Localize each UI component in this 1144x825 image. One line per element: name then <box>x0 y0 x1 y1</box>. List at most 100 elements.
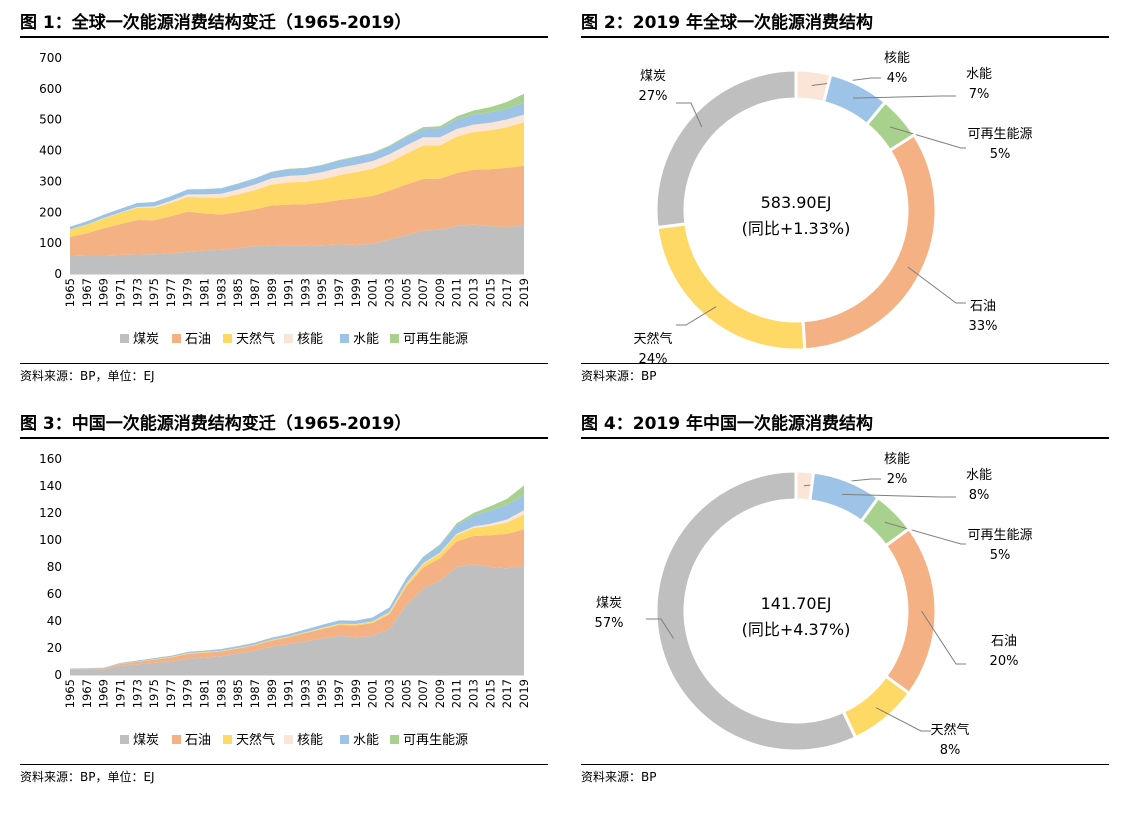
figure-2-panel: 图 2：2019 年全球一次能源消费结构 核能 4% 水能 7% 可再生能源 5% 石油 33… <box>581 10 1109 385</box>
x-tick-label: 1983 <box>214 679 228 708</box>
x-tick-label: 1981 <box>198 278 212 307</box>
x-tick-label: 1999 <box>349 679 363 708</box>
legend-label-gas: 天然气 <box>236 732 275 748</box>
slice-percent-nuclear: 4% <box>887 71 908 86</box>
donut-center-growth: (同比+4.37%) <box>742 620 851 639</box>
figure-1-title: 图 1：全球一次能源消费结构变迁（1965-2019） <box>20 13 412 33</box>
area-series-hydro <box>70 102 524 230</box>
x-tick-label: 1977 <box>164 679 178 708</box>
x-tick-label: 2005 <box>399 278 413 307</box>
x-tick-label: 2013 <box>467 679 481 708</box>
x-tick-label: 2001 <box>366 679 380 708</box>
legend-swatch-oil <box>172 735 181 744</box>
figure-2-title: 图 2：2019 年全球一次能源消费结构 <box>581 13 873 33</box>
donut-slice-gas <box>655 222 807 352</box>
donut-center-total: 141.70EJ <box>761 594 832 613</box>
x-tick-label: 1975 <box>147 679 161 708</box>
x-tick-label: 1985 <box>231 679 245 708</box>
x-tick-label: 1999 <box>349 278 363 307</box>
legend-swatch-gas <box>223 334 232 343</box>
x-tick-label: 2007 <box>416 278 430 307</box>
legend-label-hydro: 水能 <box>353 332 379 347</box>
y-tick-label: 60 <box>47 587 62 601</box>
x-tick-label: 2007 <box>416 679 430 708</box>
slice-percent-hydro: 7% <box>969 87 990 102</box>
x-tick-label: 2011 <box>450 679 464 708</box>
leader-line-hydro <box>852 95 956 99</box>
figure-1-source: 资料来源：BP，单位：EJ <box>20 369 155 383</box>
legend-swatch-coal <box>120 334 129 343</box>
x-tick-label: 1983 <box>214 278 228 307</box>
y-tick-label: 100 <box>39 533 62 547</box>
x-tick-label: 1971 <box>113 679 127 708</box>
slice-label-nuclear: 核能 <box>884 51 910 66</box>
legend-label-coal: 煤炭 <box>133 332 159 347</box>
x-tick-label: 1967 <box>80 679 94 708</box>
donut-center-growth: (同比+1.33%) <box>742 219 851 238</box>
legend-label-oil: 石油 <box>185 332 211 347</box>
x-tick-label: 1987 <box>248 278 262 307</box>
legend-label-hydro: 水能 <box>353 733 379 748</box>
slice-percent-hydro: 8% <box>969 488 990 503</box>
slice-label-gas: 天然气 <box>633 331 672 347</box>
legend-label-nuclear: 核能 <box>297 733 323 748</box>
area-series-gas <box>70 122 524 237</box>
donut-center-total: 583.90EJ <box>761 193 832 212</box>
donut-slice-gas <box>841 674 912 740</box>
x-tick-label: 2017 <box>500 679 514 708</box>
figure-3-title: 图 3：中国一次能源消费结构变迁（1965-2019） <box>20 414 412 434</box>
leader-line-gas <box>676 306 717 326</box>
x-tick-label: 1981 <box>198 679 212 708</box>
x-tick-label: 2009 <box>433 278 447 307</box>
x-tick-label: 2013 <box>467 278 481 307</box>
figure-4-source: 资料来源：BP <box>581 770 657 784</box>
x-tick-label: 2005 <box>399 679 413 708</box>
figure-3-source: 资料来源：BP，单位：EJ <box>20 770 155 784</box>
leader-line-coal <box>646 618 674 639</box>
y-tick-label: 140 <box>39 479 62 493</box>
legend-swatch-renewable <box>390 334 399 343</box>
legend-swatch-nuclear <box>284 735 293 744</box>
leader-line-hydro <box>842 493 956 498</box>
donut-slice-coal <box>654 469 858 753</box>
x-tick-label: 2009 <box>433 679 447 708</box>
slice-label-hydro: 水能 <box>966 468 992 483</box>
legend-swatch-hydro <box>340 735 349 744</box>
leader-line-oil <box>921 610 966 665</box>
slice-percent-oil: 20% <box>990 654 1019 669</box>
figure-4-title-rule <box>581 437 1109 439</box>
legend-label-nuclear: 核能 <box>297 332 323 347</box>
figure-1-bottom-rule <box>20 363 548 364</box>
legend-swatch-oil <box>172 334 181 343</box>
x-tick-label: 1989 <box>265 278 279 307</box>
figure-2-donut-chart: 核能 4% 水能 7% 可再生能源 5% 石油 33% 天然气 24% 煤炭 27% 583.90EJ (… <box>633 51 1032 363</box>
figure-2-title-rule <box>581 36 1109 38</box>
x-tick-label: 1995 <box>315 679 329 708</box>
legend-swatch-nuclear <box>284 334 293 343</box>
x-tick-label: 1997 <box>332 679 346 708</box>
figure-1-title-rule <box>20 36 548 38</box>
x-tick-label: 1989 <box>265 679 279 708</box>
y-tick-label: 80 <box>47 560 62 574</box>
donut-slice-oil <box>801 132 938 352</box>
figure-1-panel: 图 1：全球一次能源消费结构变迁（1965-2019） 0 100 200 300 40… <box>20 10 548 385</box>
x-tick-label: 2011 <box>450 278 464 307</box>
y-tick-label: 500 <box>39 113 62 127</box>
leader-line-oil <box>907 266 966 304</box>
donut-slice-coal <box>654 68 798 230</box>
y-tick-label: 40 <box>47 614 62 628</box>
slice-label-oil: 石油 <box>991 634 1017 649</box>
area-series-nuclear <box>70 510 524 669</box>
x-tick-label: 2003 <box>382 679 396 708</box>
x-tick-label: 1979 <box>181 278 195 307</box>
area-series-coal <box>70 224 524 274</box>
figure-2-source: 资料来源：BP <box>581 369 657 383</box>
slice-label-renewable: 可再生能源 <box>967 528 1032 543</box>
x-tick-label: 1987 <box>248 679 262 708</box>
x-tick-label: 1969 <box>97 278 111 307</box>
legend-swatch-renewable <box>390 735 399 744</box>
slice-label-coal: 煤炭 <box>596 596 622 611</box>
x-tick-label: 1973 <box>130 278 144 307</box>
x-tick-label: 1985 <box>231 278 245 307</box>
